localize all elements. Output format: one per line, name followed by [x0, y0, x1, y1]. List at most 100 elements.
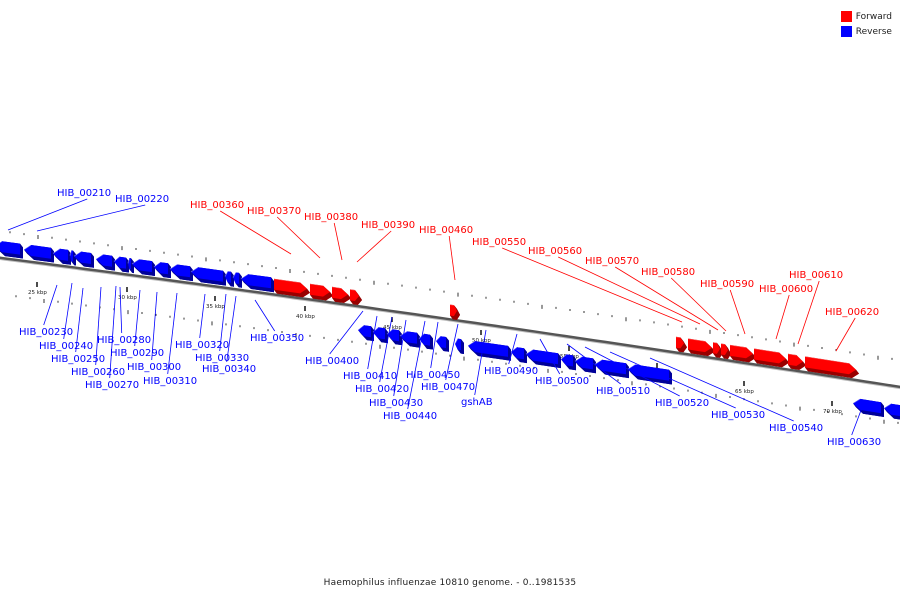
- gene-label-HIB_00210[interactable]: HIB_00210: [57, 188, 111, 199]
- gene-label-HIB_00600[interactable]: HIB_00600: [759, 284, 813, 295]
- gene-label-HIB_00410[interactable]: HIB_00410: [343, 371, 397, 382]
- leader-line-HIB_00350: [254, 299, 276, 332]
- gene-face: [628, 369, 638, 380]
- gene-face: [524, 348, 527, 364]
- gene-label-HIB_00320[interactable]: HIB_00320: [175, 340, 229, 351]
- gene-arrow-HIB_00350[interactable]: [240, 273, 274, 293]
- gene-face: [400, 335, 410, 347]
- gene-arrow-HIB_00220[interactable]: [23, 244, 54, 263]
- gene-arrow-HIB_00340[interactable]: [232, 272, 242, 288]
- gene-label-HIB_00400[interactable]: HIB_00400: [305, 356, 359, 367]
- gene-arrow-HIB_00310[interactable]: [169, 264, 193, 282]
- gene-label-HIB_00230[interactable]: HIB_00230: [19, 327, 73, 338]
- gene-arrow-HIB_00550[interactable]: [675, 336, 687, 353]
- gene-arrow-HIB_00410[interactable]: [372, 326, 388, 344]
- gene-arrow-HIB_00520[interactable]: [574, 356, 596, 374]
- gene-highlight: [627, 364, 636, 370]
- gene-label-HIB_00340[interactable]: HIB_00340: [202, 364, 256, 375]
- gene-face: [511, 347, 524, 360]
- gene-arrow-HIB_00560[interactable]: [687, 338, 715, 357]
- gene-arrow-HIB_00290[interactable]: [131, 258, 155, 276]
- gene-arrow-HIB_00360[interactable]: [273, 278, 310, 298]
- leader-line-HIB_00390: [356, 230, 392, 263]
- gene-label-HIB_00310[interactable]: HIB_00310: [143, 376, 197, 387]
- gene-label-HIB_00450[interactable]: HIB_00450: [406, 370, 460, 381]
- gene-arrow-HIB_00460[interactable]: [449, 304, 460, 320]
- gene-label-HIB_00590[interactable]: HIB_00590: [700, 279, 754, 290]
- gene-label-HIB_00390[interactable]: HIB_00390: [361, 220, 415, 231]
- gene-arrow-HIB_00490[interactable]: [510, 346, 527, 364]
- gene-label-HIB_00470[interactable]: HIB_00470: [421, 382, 475, 393]
- gene-arrow-HIB_00240[interactable]: [69, 250, 76, 266]
- gene-label-HIB_00330[interactable]: HIB_00330: [195, 353, 249, 364]
- gene-label-HIB_00350[interactable]: HIB_00350: [250, 333, 304, 344]
- gene-label-HIB_00220[interactable]: HIB_00220: [115, 194, 169, 205]
- gene-arrow-HIB_00580[interactable]: [720, 343, 731, 360]
- gene-label-HIB_00530[interactable]: HIB_00530: [711, 410, 765, 421]
- gene-highlight: [720, 343, 725, 345]
- gene-label-HIB_00370[interactable]: HIB_00370: [247, 206, 301, 217]
- gene-label-HIB_00520[interactable]: HIB_00520: [655, 398, 709, 409]
- gene-label-HIB_00440[interactable]: HIB_00440: [383, 411, 437, 422]
- gene-label-HIB_00380[interactable]: HIB_00380: [304, 212, 358, 223]
- gene-label-HIB_00260[interactable]: HIB_00260: [71, 367, 125, 378]
- gene-arrow-HIB_00630-cont[interactable]: [883, 403, 900, 421]
- gene-label-HIB_00500[interactable]: HIB_00500: [535, 376, 589, 387]
- gene-arrow-HIB_00590[interactable]: [729, 344, 756, 363]
- gene-label-HIB_00580[interactable]: HIB_00580: [641, 267, 695, 278]
- gene-label-HIB_00550[interactable]: HIB_00550: [472, 237, 526, 248]
- gene-label-HIB_00560[interactable]: HIB_00560: [528, 246, 582, 257]
- gene-highlight: [883, 403, 892, 409]
- gene-label-HIB_00610[interactable]: HIB_00610: [789, 270, 843, 281]
- gene-label-HIB_00360[interactable]: HIB_00360: [190, 200, 244, 211]
- gene-arrow-HIB_00210[interactable]: [0, 240, 23, 259]
- gene-arrow-HIB_00610[interactable]: [787, 353, 806, 370]
- gene-arrow-HIB_00470[interactable]: [454, 338, 464, 354]
- gene-face: [154, 266, 164, 278]
- gene-arrow-HIB_00390[interactable]: [349, 288, 362, 305]
- gene-arrow-HIB_00450[interactable]: [435, 335, 449, 352]
- gene-label-HIB_00430[interactable]: HIB_00430: [369, 398, 423, 409]
- gene-arrow-HIB_00400[interactable]: [357, 324, 374, 342]
- gene-arrow-HIB_00260[interactable]: [95, 254, 115, 271]
- gene-label-HIB_00490[interactable]: HIB_00490: [484, 366, 538, 377]
- gene-arrow-gshAB[interactable]: [467, 340, 511, 361]
- gene-label-HIB_00280[interactable]: HIB_00280: [97, 335, 151, 346]
- gene-label-HIB_00240[interactable]: HIB_00240: [39, 341, 93, 352]
- gene-label-HIB_00420[interactable]: HIB_00420: [355, 384, 409, 395]
- gene-label-gshAB[interactable]: gshAB: [461, 397, 493, 408]
- gene-arrow-HIB_00620[interactable]: [804, 355, 859, 378]
- gene-face: [248, 285, 274, 293]
- gene-arrow-HIB_00510[interactable]: [560, 354, 576, 371]
- gene-arrow-HIB_00270[interactable]: [113, 256, 129, 273]
- leader-line-HIB_00560: [558, 256, 701, 325]
- leader-line-HIB_00530: [609, 351, 736, 409]
- gene-arrow-HIB_00430[interactable]: [399, 330, 420, 348]
- gene-arrow-HIB_00320[interactable]: [190, 266, 226, 286]
- gene-label-HIB_00510[interactable]: HIB_00510: [596, 386, 650, 397]
- gene-arrow-HIB_00420[interactable]: [386, 328, 402, 346]
- gene-arrow-HIB_00630[interactable]: [852, 398, 884, 417]
- gene-arrow-HIB_00330[interactable]: [224, 271, 234, 287]
- gene-arrow-HIB_00540[interactable]: [627, 364, 672, 385]
- gene-face: [198, 278, 226, 286]
- gene-arrow-HIB_00300[interactable]: [153, 261, 171, 279]
- gene-label-HIB_00300[interactable]: HIB_00300: [127, 362, 181, 373]
- gene-label-HIB_00620[interactable]: HIB_00620: [825, 307, 879, 318]
- gene-arrow-HIB_00230[interactable]: [52, 248, 71, 265]
- gene-highlight: [574, 356, 583, 362]
- gene-label-HIB_00630[interactable]: HIB_00630: [827, 437, 881, 448]
- gene-arrow-HIB_00250[interactable]: [73, 251, 94, 268]
- gene-arrow-HIB_00370[interactable]: [309, 283, 333, 301]
- gene-face: [154, 262, 168, 275]
- gene-label-HIB_00460[interactable]: HIB_00460: [419, 225, 473, 236]
- gene-face: [450, 304, 457, 317]
- gene-arrow-HIB_00380[interactable]: [331, 286, 351, 303]
- gene-label-HIB_00570[interactable]: HIB_00570: [585, 256, 639, 267]
- gene-arrow-HIB_00600[interactable]: [753, 348, 789, 368]
- gene-arrow-HIB_00500[interactable]: [525, 349, 561, 369]
- gene-label-HIB_00250[interactable]: HIB_00250: [51, 354, 105, 365]
- gene-label-HIB_00270[interactable]: HIB_00270: [85, 380, 139, 391]
- gene-label-HIB_00540[interactable]: HIB_00540: [769, 423, 823, 434]
- gene-label-HIB_00290[interactable]: HIB_00290: [110, 348, 164, 359]
